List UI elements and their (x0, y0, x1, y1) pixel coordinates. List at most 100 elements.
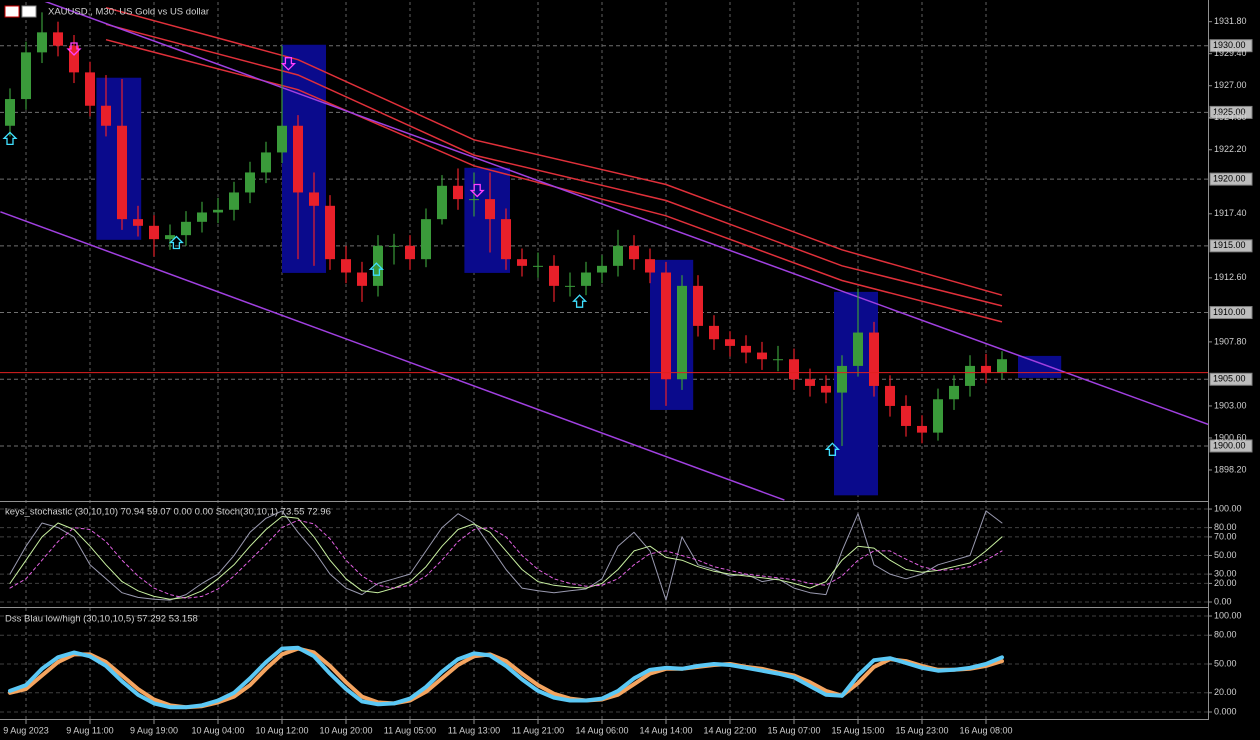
level-label: 1915.00 (1213, 240, 1246, 250)
candle-body (981, 365, 991, 373)
candle-body (693, 285, 703, 326)
candle-body (165, 235, 175, 240)
y-tick-label: 1927.00 (1214, 80, 1247, 90)
candle-body (501, 219, 511, 260)
candle-body (405, 245, 415, 260)
y-tick-label: 1922.20 (1214, 144, 1247, 154)
x-tick-label: 14 Aug 14:00 (639, 725, 692, 735)
candle-body (469, 199, 479, 201)
series-line (9, 516, 1003, 600)
candle-body (245, 172, 255, 193)
signal-up (168, 235, 184, 250)
level-label-box (1209, 172, 1253, 186)
x-tick-label: 10 Aug 04:00 (191, 725, 244, 735)
candle-body (997, 359, 1007, 373)
x-tick-label: 15 Aug 07:00 (767, 725, 820, 735)
dss-panel (8, 645, 1004, 710)
y-tick-label: 1903.00 (1214, 400, 1247, 410)
signal-down (280, 57, 296, 71)
candle-body (229, 192, 239, 210)
signal-up (824, 442, 840, 456)
signal-up (2, 131, 18, 146)
candle-body (645, 259, 655, 273)
y-tick-label: 100.00 (1214, 503, 1242, 513)
candle-body (21, 52, 31, 100)
candle-body (101, 105, 111, 126)
level-label: 1910.00 (1213, 307, 1246, 317)
y-tick-label: 1931.80 (1214, 16, 1247, 26)
candle-body (725, 339, 735, 346)
moving-average (105, 23, 1003, 307)
chart-title: XAUUSD., M30: US Gold vs US dollar (48, 7, 209, 18)
candle-body (421, 219, 431, 260)
candle-body (629, 245, 639, 260)
candle-body (677, 285, 687, 380)
candle-body (613, 245, 623, 266)
candle-body (53, 32, 63, 46)
y-tick-label: 1917.40 (1214, 208, 1247, 218)
candle-body (485, 199, 495, 220)
candle-body (549, 265, 559, 286)
level-label: 1905.00 (1213, 374, 1246, 384)
candle-body (357, 272, 367, 286)
candle-body (533, 265, 543, 267)
candle-body (917, 425, 927, 433)
grid-layer (0, 2, 1208, 719)
level-label: 1925.00 (1213, 107, 1246, 117)
x-tick-label: 11 Aug 13:00 (448, 725, 500, 735)
y-tick-label: 0.00 (1214, 596, 1232, 606)
x-tick-label: 15 Aug 23:00 (895, 725, 948, 735)
price-panel (0, 2, 1208, 501)
y-tick-label: 0.000 (1214, 706, 1237, 716)
candle-body (133, 219, 143, 226)
candle-body (37, 32, 47, 53)
x-tick-label: 10 Aug 12:00 (255, 725, 308, 735)
y-tick-label: 30.00 (1214, 568, 1237, 578)
x-tick-label: 15 Aug 15:00 (831, 725, 884, 735)
trendline (0, 211, 785, 501)
x-tick-label: 10 Aug 20:00 (319, 725, 372, 735)
trendline (44, 2, 1208, 426)
y-tick-label: 20.00 (1214, 687, 1237, 697)
level-label-box (1209, 105, 1253, 119)
candle-body (453, 185, 463, 200)
y-tick-label: 1912.60 (1214, 272, 1247, 282)
y-tick-label: 1900.60 (1214, 432, 1247, 442)
signal-down (469, 183, 485, 198)
level-label-box (1209, 306, 1253, 320)
chart-icon (4, 5, 20, 18)
stochastic-panel (9, 510, 1003, 601)
candle-body (213, 209, 223, 213)
level-label: 1920.00 (1213, 173, 1246, 183)
zone (282, 44, 326, 273)
x-tick-label: 16 Aug 08:00 (959, 725, 1012, 735)
x-tick-label: 9 Aug 19:00 (130, 725, 178, 735)
y-tick-label: 70.00 (1214, 531, 1237, 541)
zone (834, 291, 878, 496)
y-tick-label: 80.00 (1214, 630, 1237, 640)
x-tick-label: 9 Aug 2023 (3, 725, 49, 735)
signal-down (66, 42, 82, 56)
candle-body (389, 245, 399, 247)
candle-body (597, 265, 607, 273)
candle-body (885, 385, 895, 406)
x-tick-label: 9 Aug 11:00 (66, 725, 113, 735)
candle-body (309, 192, 319, 206)
signal-up (572, 294, 588, 308)
indicator-title: Dss Blau low/high (30,10,10,5) 57.292 53… (5, 614, 198, 625)
series-line (8, 645, 1004, 710)
candle-body (581, 272, 591, 286)
y-tick-label: 1898.20 (1214, 464, 1247, 474)
y-tick-label: 1924.60 (1214, 112, 1247, 122)
candle-body (933, 399, 943, 433)
candle-body (965, 365, 975, 386)
candle-body (325, 205, 335, 260)
candle-body (805, 379, 815, 386)
candle-body (709, 325, 719, 340)
candle-body (149, 225, 159, 240)
level-label-box (1209, 239, 1253, 253)
candle-body (85, 72, 95, 106)
